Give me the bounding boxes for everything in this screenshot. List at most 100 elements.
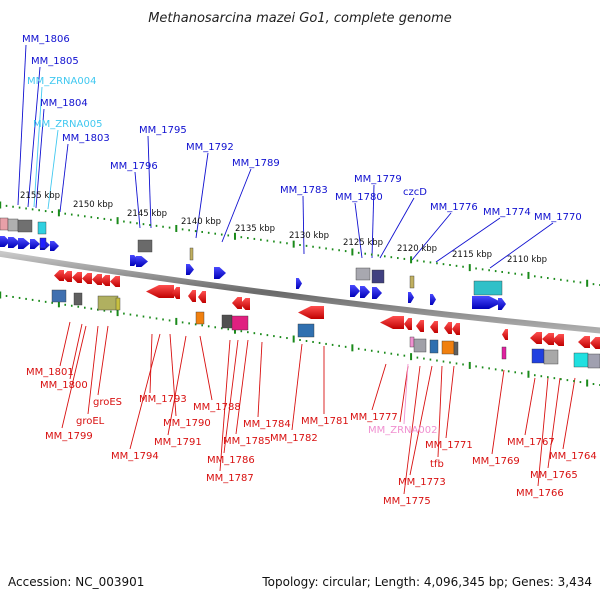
- gene-label-mm1776[interactable]: MM_1776: [430, 202, 478, 213]
- minor-tick: [455, 362, 458, 365]
- connector-line: [195, 152, 209, 239]
- minor-tick: [136, 314, 138, 317]
- connector-line: [47, 129, 59, 210]
- minor-tick: [51, 210, 53, 213]
- gene-label-mm1766[interactable]: MM_1766: [516, 488, 564, 499]
- rna-label-zrna005[interactable]: MM_ZRNA005: [33, 119, 102, 130]
- gene-label-mm1794[interactable]: MM_1794: [111, 451, 159, 462]
- minor-tick: [520, 273, 523, 276]
- gene-label-tfb[interactable]: tfb: [430, 459, 444, 470]
- major-tick: [410, 256, 413, 264]
- minor-tick: [566, 279, 569, 282]
- minor-tick: [129, 221, 132, 224]
- minor-tick: [279, 336, 282, 339]
- gene-label-mm1803[interactable]: MM_1803: [62, 133, 110, 144]
- reverse-gene-arrow: [590, 337, 600, 349]
- minor-tick: [214, 232, 217, 235]
- gene-label-mm1769[interactable]: MM_1769: [472, 456, 520, 467]
- major-tick: [351, 248, 354, 256]
- gene-label-mm1782[interactable]: MM_1782: [270, 433, 318, 444]
- minor-tick: [110, 218, 112, 221]
- gene-label-mm1774[interactable]: MM_1774: [483, 207, 531, 218]
- minor-tick: [188, 229, 190, 232]
- gene-label-mm1793[interactable]: MM_1793: [139, 394, 187, 405]
- gene-label-mm1796[interactable]: MM_1796: [110, 161, 158, 172]
- accession-text: Accession: NC_003901: [8, 575, 144, 589]
- gene-label-czcd[interactable]: czcD: [403, 187, 427, 198]
- connector-line: [257, 341, 263, 418]
- gene-label-mm1791[interactable]: MM_1791: [154, 437, 202, 448]
- feature-box: [501, 346, 507, 360]
- minor-tick: [436, 359, 438, 362]
- gene-label-mm1799[interactable]: MM_1799: [45, 431, 93, 442]
- minor-tick: [377, 350, 380, 353]
- gene-label-mm1783[interactable]: MM_1783: [280, 185, 328, 196]
- gene-label-mm1792[interactable]: MM_1792: [186, 142, 234, 153]
- reverse-gene-arrow: [530, 332, 542, 344]
- gene-label-mm1771[interactable]: MM_1771: [425, 440, 473, 451]
- gene-label-mm1788[interactable]: MM_1788: [193, 402, 241, 413]
- gene-label-mm1773[interactable]: MM_1773: [398, 477, 446, 488]
- feature-box: [7, 218, 19, 232]
- minor-tick: [181, 321, 184, 324]
- connector-line: [221, 168, 252, 243]
- gene-label-mm1764[interactable]: MM_1764: [549, 451, 597, 462]
- minor-tick: [5, 294, 8, 297]
- forward-gene-arrow: [214, 267, 226, 279]
- gene-label-groel[interactable]: groEL: [76, 416, 105, 427]
- gene-label-mm1800[interactable]: MM_1800: [40, 380, 88, 391]
- minor-tick: [123, 220, 125, 223]
- kbp-label: 2135 kbp: [235, 224, 275, 234]
- gene-label-mm1770[interactable]: MM_1770: [534, 212, 582, 223]
- gene-label-mm1784[interactable]: MM_1784: [243, 419, 291, 430]
- minor-tick: [136, 222, 138, 225]
- forward-gene-arrow: [130, 255, 139, 266]
- minor-tick: [390, 256, 393, 259]
- gene-label-mm1780[interactable]: MM_1780: [335, 192, 383, 203]
- minor-tick: [592, 283, 595, 286]
- gene-label-mm1790[interactable]: MM_1790: [163, 418, 211, 429]
- minor-tick: [455, 264, 458, 267]
- reverse-gene-arrow: [172, 287, 180, 299]
- minor-tick: [266, 334, 269, 337]
- gene-label-mm1767[interactable]: MM_1767: [507, 437, 555, 448]
- gene-label-mm1781[interactable]: MM_1781: [301, 416, 349, 427]
- top-gene-labels: MM_1806 MM_1805 MM_ZRNA004 MM_1804 MM_ZR…: [22, 34, 582, 223]
- rna-label-zrna004[interactable]: MM_ZRNA004: [27, 76, 96, 87]
- minor-tick: [462, 265, 464, 268]
- minor-tick: [436, 262, 438, 265]
- minor-tick: [83, 215, 86, 218]
- gene-label-mm1795[interactable]: MM_1795: [139, 125, 187, 136]
- minor-tick: [481, 366, 484, 369]
- gene-label-mm1804[interactable]: MM_1804: [40, 98, 88, 109]
- feature-box: [73, 292, 83, 306]
- gene-label-mm1786[interactable]: MM_1786: [207, 455, 255, 466]
- minor-tick: [194, 323, 197, 326]
- minor-tick: [560, 378, 562, 381]
- reverse-gene-arrow: [578, 336, 590, 348]
- minor-tick: [507, 271, 510, 274]
- minor-tick: [403, 354, 406, 357]
- gene-label-mm1777[interactable]: MM_1777: [350, 412, 398, 423]
- gene-label-mm1789[interactable]: MM_1789: [232, 158, 280, 169]
- feature-box: [409, 336, 415, 348]
- minor-tick: [103, 217, 106, 220]
- gene-label-mm1775[interactable]: MM_1775: [383, 496, 431, 507]
- feature-box: [97, 295, 119, 311]
- minor-tick: [442, 360, 445, 363]
- gene-label-mm1801[interactable]: MM_1801: [26, 367, 74, 378]
- gene-label-mm1805[interactable]: MM_1805: [31, 56, 79, 67]
- gene-label-groes[interactable]: groES: [93, 397, 122, 408]
- gene-label-mm1785[interactable]: MM_1785: [223, 436, 271, 447]
- gene-label-mm1779[interactable]: MM_1779: [354, 174, 402, 185]
- gene-label-mm1765[interactable]: MM_1765: [530, 470, 578, 481]
- feature-box: [137, 239, 153, 253]
- minor-tick: [188, 322, 190, 325]
- gene-label-mm1787[interactable]: MM_1787: [206, 473, 254, 484]
- rna-label-zrna002[interactable]: MM_ZRNA002: [368, 425, 437, 436]
- gene-label-mm1806[interactable]: MM_1806: [22, 34, 70, 45]
- connector-line: [129, 333, 161, 450]
- major-tick: [233, 326, 236, 334]
- feature-box: [39, 237, 47, 249]
- minor-tick: [416, 259, 419, 262]
